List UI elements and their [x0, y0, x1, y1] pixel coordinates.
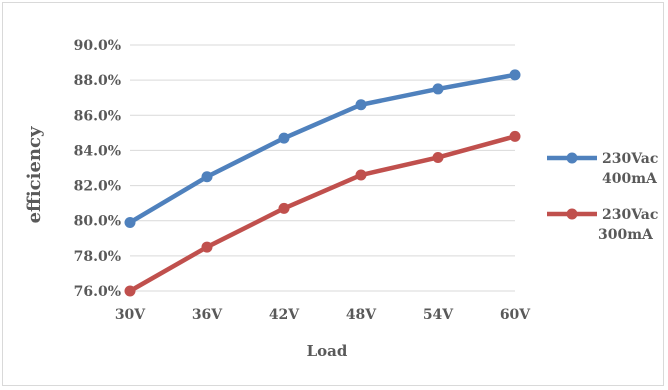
data-point [355, 169, 367, 181]
series-line [127, 134, 518, 294]
y-tick-label: 84.0% [74, 143, 121, 159]
legend-label: 300mA [598, 227, 654, 243]
legend-swatch-marker [566, 208, 578, 220]
y-tick-label: 82.0% [74, 179, 121, 195]
data-point [124, 285, 136, 297]
x-tick-label: 30V [115, 307, 146, 323]
x-tick-label: 36V [192, 307, 223, 323]
y-axis-title: efficiency [24, 126, 45, 223]
data-point [201, 241, 213, 253]
x-tick-label: 48V [346, 307, 377, 323]
y-tick-label: 90.0% [74, 38, 121, 54]
data-point [509, 69, 521, 81]
series-2 [124, 130, 521, 297]
y-tick-label: 78.0% [74, 249, 121, 265]
data-point [278, 202, 290, 214]
y-tick-label: 86.0% [74, 108, 121, 124]
legend-label: 400mA [602, 171, 658, 187]
legend-item: 230Vac 300mA [547, 207, 658, 243]
y-tick-label: 80.0% [74, 214, 121, 230]
x-tick-labels: 30V 36V 42V 48V 54V 60V [115, 307, 531, 323]
y-tick-label: 76.0% [74, 284, 121, 300]
chart-frame [2, 2, 664, 386]
data-point [509, 130, 521, 142]
series-layer [124, 69, 521, 297]
data-point [201, 171, 213, 183]
y-tick-label: 88.0% [74, 73, 121, 89]
x-tick-label: 54V [423, 307, 454, 323]
data-point [432, 151, 444, 163]
x-axis-title: Load [307, 342, 348, 360]
series-line [127, 72, 518, 225]
data-point [432, 83, 444, 95]
legend-item: 230Vac 400mA [547, 151, 658, 187]
y-tick-labels: 76.0% 78.0% 80.0% 82.0% 84.0% 86.0% 88.0% 90.0% [74, 38, 121, 300]
data-point [124, 216, 136, 228]
x-tick-label: 60V [500, 307, 531, 323]
x-tick-label: 42V [269, 307, 300, 323]
legend-label: 230Vac [602, 151, 658, 167]
legend-label: 230Vac [602, 207, 658, 223]
legend: 230Vac 400mA 230Vac 300mA [547, 151, 658, 243]
legend-swatch-marker [566, 152, 578, 164]
data-point [355, 99, 367, 111]
series-1 [124, 69, 521, 228]
data-point [278, 132, 290, 144]
